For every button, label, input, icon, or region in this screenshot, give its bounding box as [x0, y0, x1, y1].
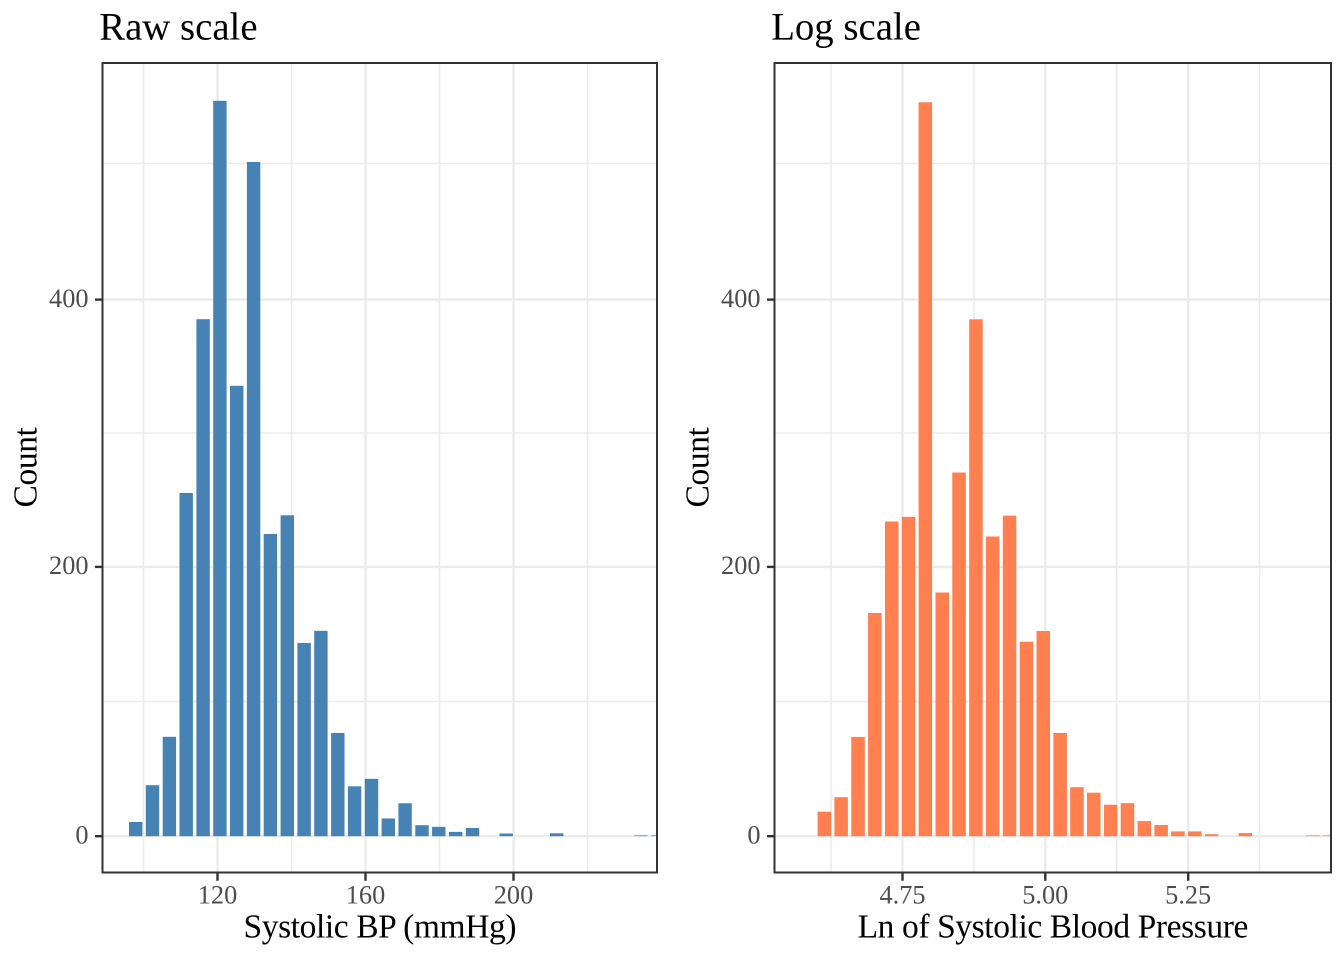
svg-text:Log scale: Log scale: [771, 5, 921, 48]
svg-text:5.00: 5.00: [1022, 881, 1068, 910]
svg-text:4.75: 4.75: [879, 881, 925, 910]
svg-text:5.25: 5.25: [1165, 881, 1211, 910]
svg-text:Systolic BP (mmHg): Systolic BP (mmHg): [243, 908, 516, 945]
svg-text:0: 0: [747, 821, 760, 850]
svg-text:400: 400: [49, 284, 88, 313]
svg-text:400: 400: [721, 284, 760, 313]
svg-text:Count: Count: [679, 426, 716, 507]
svg-text:120: 120: [198, 881, 237, 910]
svg-text:200: 200: [721, 551, 760, 580]
svg-text:Ln of Systolic Blood Pressure: Ln of Systolic Blood Pressure: [858, 908, 1248, 945]
svg-text:Raw scale: Raw scale: [99, 5, 257, 48]
svg-text:0: 0: [75, 821, 88, 850]
svg-text:200: 200: [494, 881, 533, 910]
svg-text:200: 200: [49, 551, 88, 580]
svg-text:Count: Count: [7, 426, 44, 507]
svg-text:160: 160: [346, 881, 385, 910]
